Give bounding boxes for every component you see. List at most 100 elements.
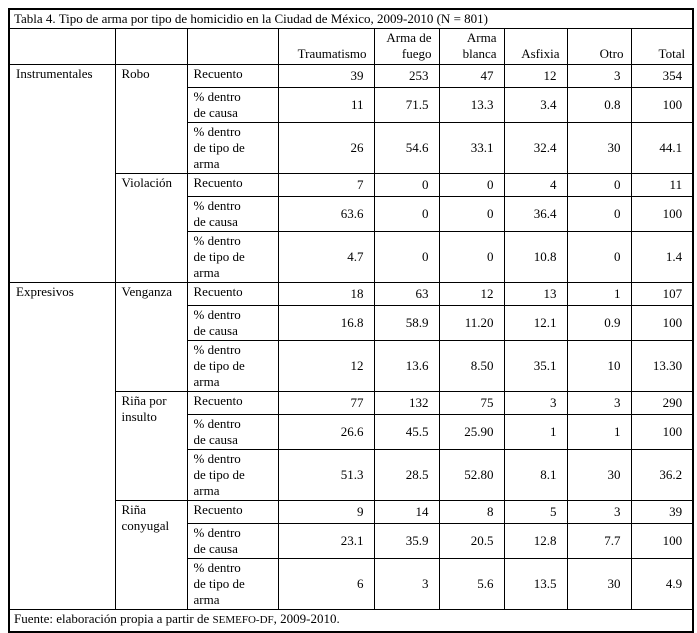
title-row: Tabla 4. Tipo de arma por tipo de homici… bbox=[8, 8, 694, 29]
value-cell: 30 bbox=[566, 558, 632, 610]
cause-label-violacion: Violación bbox=[114, 173, 188, 283]
value-cell: 54.6 bbox=[373, 122, 440, 174]
value-cell: 0 bbox=[373, 173, 440, 197]
cause-label-robo: Robo bbox=[114, 64, 188, 174]
table-row: Instrumentales Robo Recuento 39 253 47 1… bbox=[8, 64, 694, 283]
value-cell: 26.6 bbox=[277, 414, 375, 450]
value-cell: 39 bbox=[630, 500, 694, 524]
value-cell: 33.1 bbox=[438, 122, 505, 174]
value-cell: 0 bbox=[438, 196, 505, 232]
cause-label-rina-conyugal: Riña conyugal bbox=[114, 500, 188, 610]
value-cell: 35.1 bbox=[503, 340, 568, 392]
value-cell: 12 bbox=[503, 64, 568, 88]
value-cell: 13.3 bbox=[438, 87, 505, 123]
value-cell: 3 bbox=[566, 500, 632, 524]
table-row: Expresivos Venganza Recuento 18 63 12 13… bbox=[8, 282, 694, 610]
value-cell: 4 bbox=[503, 173, 568, 197]
value-cell: 8.1 bbox=[503, 449, 568, 501]
stat-label-recuento: Recuento bbox=[186, 64, 279, 88]
value-cell: 7 bbox=[277, 173, 375, 197]
value-cell: 11 bbox=[277, 87, 375, 123]
value-cell: 3.4 bbox=[503, 87, 568, 123]
stat-label-pct-causa: % dentro de causa bbox=[186, 414, 279, 450]
value-cell: 20.5 bbox=[438, 523, 505, 559]
value-cell: 1.4 bbox=[630, 231, 694, 283]
source-ref: SEMEFO-DF bbox=[212, 614, 274, 626]
table-row: % dentro de tipo de arma 51.3 28.5 52.80… bbox=[9, 449, 694, 501]
value-cell: 35.9 bbox=[373, 523, 440, 559]
value-cell: 26 bbox=[277, 122, 375, 174]
value-cell: 58.9 bbox=[373, 305, 440, 341]
value-cell: 12.8 bbox=[503, 523, 568, 559]
value-cell: 51.3 bbox=[277, 449, 375, 501]
value-cell: 3 bbox=[503, 391, 568, 415]
value-cell: 8.50 bbox=[438, 340, 505, 392]
source-row: Fuente: elaboración propia a partir de S… bbox=[8, 609, 694, 633]
stat-label-pct-causa: % dentro de causa bbox=[186, 87, 279, 123]
column-header-asfixia: Asfixia bbox=[503, 28, 568, 65]
value-cell: 1 bbox=[566, 414, 632, 450]
value-cell: 13.6 bbox=[373, 340, 440, 392]
value-cell: 5.6 bbox=[438, 558, 505, 610]
stat-label-pct-arma: % dentro de tipo de arma bbox=[186, 558, 279, 610]
stat-label-pct-arma: % dentro de tipo de arma bbox=[186, 122, 279, 174]
value-cell: 25.90 bbox=[438, 414, 505, 450]
value-cell: 4.7 bbox=[277, 231, 375, 283]
cause-label-venganza: Venganza bbox=[114, 282, 188, 392]
header-empty-cell bbox=[114, 28, 188, 65]
table-row: % dentro de tipo de arma 26 54.6 33.1 32… bbox=[9, 122, 694, 174]
column-header-arma-de-fuego: Arma de fuego bbox=[373, 28, 440, 65]
stat-label-recuento: Recuento bbox=[186, 282, 279, 306]
value-cell: 36.4 bbox=[503, 196, 568, 232]
value-cell: 11.20 bbox=[438, 305, 505, 341]
value-cell: 0 bbox=[566, 231, 632, 283]
value-cell: 6 bbox=[277, 558, 375, 610]
header-row: Traumatismo Arma de fuego Arma blanca As… bbox=[8, 28, 694, 65]
stat-label-pct-causa: % dentro de causa bbox=[186, 196, 279, 232]
value-cell: 100 bbox=[630, 523, 694, 559]
header-empty-cell bbox=[186, 28, 279, 65]
value-cell: 1 bbox=[503, 414, 568, 450]
value-cell: 18 bbox=[277, 282, 375, 306]
value-cell: 4.9 bbox=[630, 558, 694, 610]
value-cell: 16.8 bbox=[277, 305, 375, 341]
value-cell: 30 bbox=[566, 122, 632, 174]
value-cell: 63.6 bbox=[277, 196, 375, 232]
value-cell: 1 bbox=[566, 282, 632, 306]
value-cell: 100 bbox=[630, 196, 694, 232]
stat-label-pct-arma: % dentro de tipo de arma bbox=[186, 449, 279, 501]
column-header-arma-blanca: Arma blanca bbox=[438, 28, 505, 65]
value-cell: 9 bbox=[277, 500, 375, 524]
value-cell: 36.2 bbox=[630, 449, 694, 501]
value-cell: 75 bbox=[438, 391, 505, 415]
value-cell: 63 bbox=[373, 282, 440, 306]
value-cell: 5 bbox=[503, 500, 568, 524]
value-cell: 0 bbox=[566, 196, 632, 232]
value-cell: 253 bbox=[373, 64, 440, 88]
stat-label-pct-arma: % dentro de tipo de arma bbox=[186, 340, 279, 392]
value-cell: 44.1 bbox=[630, 122, 694, 174]
value-cell: 30 bbox=[566, 449, 632, 501]
column-header-traumatismo: Traumatismo bbox=[277, 28, 375, 65]
value-cell: 7.7 bbox=[566, 523, 632, 559]
table-row: % dentro de causa 23.1 35.9 20.5 12.8 7.… bbox=[9, 523, 694, 559]
value-cell: 0 bbox=[438, 231, 505, 283]
value-cell: 12 bbox=[438, 282, 505, 306]
value-cell: 39 bbox=[277, 64, 375, 88]
value-cell: 32.4 bbox=[503, 122, 568, 174]
value-cell: 77 bbox=[277, 391, 375, 415]
value-cell: 13.5 bbox=[503, 558, 568, 610]
stat-label-recuento: Recuento bbox=[186, 173, 279, 197]
cause-label-rina-por-insulto: Riña por insulto bbox=[114, 391, 188, 501]
value-cell: 13 bbox=[503, 282, 568, 306]
value-cell: 132 bbox=[373, 391, 440, 415]
column-header-otro: Otro bbox=[566, 28, 632, 65]
value-cell: 3 bbox=[566, 391, 632, 415]
value-cell: 100 bbox=[630, 305, 694, 341]
table-row: % dentro de tipo de arma 12 13.6 8.50 35… bbox=[9, 340, 694, 392]
table-row: % dentro de tipo de arma 6 3 5.6 13.5 30… bbox=[9, 558, 694, 610]
table-row: Violación Recuento 7 0 0 4 0 11 bbox=[9, 173, 694, 283]
stat-label-pct-causa: % dentro de causa bbox=[186, 523, 279, 559]
column-header-total: Total bbox=[630, 28, 694, 65]
table-row: % dentro de causa 63.6 0 0 36.4 0 100 bbox=[9, 196, 694, 232]
